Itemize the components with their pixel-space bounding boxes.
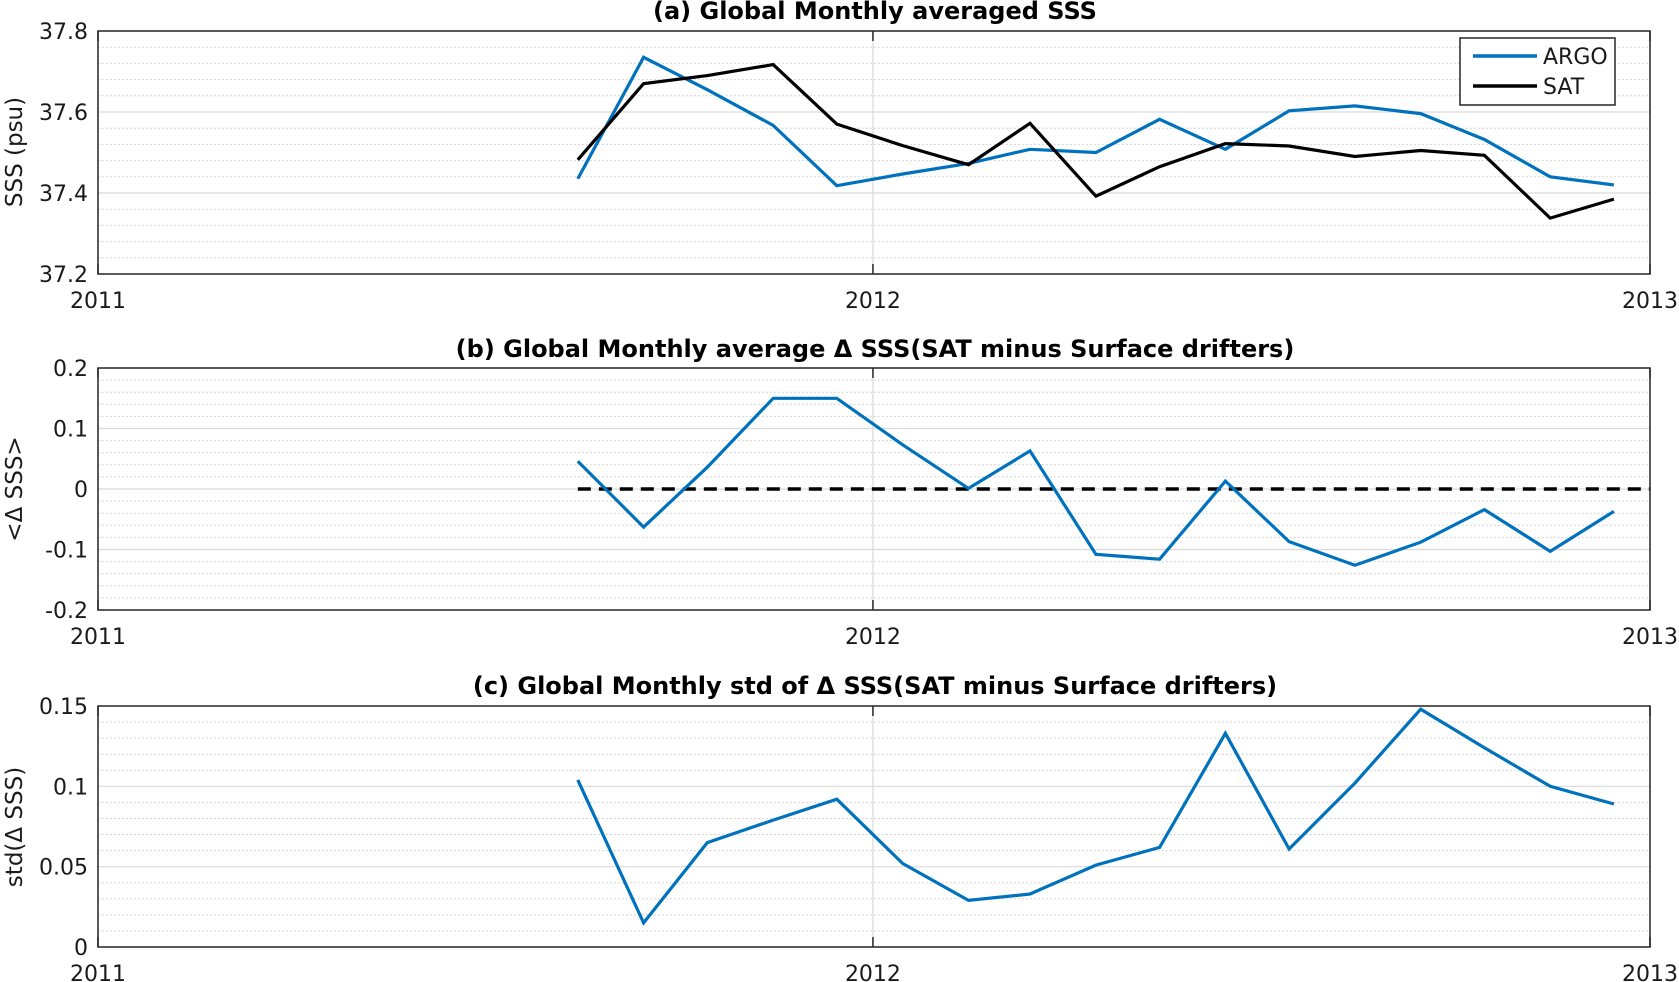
x-tick-label: 2011	[70, 625, 126, 650]
y-tick-label: 37.4	[39, 182, 88, 207]
y-axis-label: std(Δ SSS)	[2, 767, 28, 887]
x-tick-label: 2012	[845, 289, 901, 314]
series-line	[576, 707, 1615, 926]
y-axis-label: SSS (psu)	[2, 97, 28, 207]
y-tick-label: 37.8	[39, 20, 88, 45]
plot-frame	[97, 705, 1651, 948]
y-tick-label: 37.2	[39, 263, 88, 288]
y-axis-label: <Δ SSS>	[2, 436, 28, 541]
chart-title: (c) Global Monthly std of Δ SSS(SAT minu…	[473, 672, 1277, 700]
y-tick-label: 0.2	[53, 357, 88, 382]
x-tick-label: 2013	[1622, 962, 1678, 982]
y-tick-label: 0	[74, 936, 88, 961]
y-tick-label: 0.1	[53, 775, 88, 800]
y-tick-label: 0.15	[39, 695, 88, 720]
y-tick-label: 37.6	[39, 101, 88, 126]
series-line-argo	[576, 55, 1615, 188]
chart-title: (a) Global Monthly averaged SSS	[653, 0, 1097, 25]
panel-c: (c) Global Monthly std of Δ SSS(SAT minu…	[2, 672, 1678, 982]
x-tick-label: 2012	[845, 625, 901, 650]
legend-label-sat: SAT	[1543, 75, 1585, 100]
x-tick-label: 2013	[1622, 625, 1678, 650]
y-tick-label: 0.05	[39, 856, 88, 881]
panel-a: (a) Global Monthly averaged SSS SSS (psu…	[2, 0, 1678, 314]
y-tick-label: -0.2	[45, 599, 88, 624]
y-tick-label: 0.1	[53, 418, 88, 443]
x-tick-label: 2012	[845, 962, 901, 982]
series-line-sat	[576, 62, 1615, 220]
legend: ARGO SAT	[1459, 37, 1616, 106]
legend-box	[1459, 37, 1616, 106]
x-tick-label: 2011	[70, 962, 126, 982]
y-tick-label: 0	[74, 478, 88, 503]
x-tick-label: 2013	[1622, 289, 1678, 314]
x-tick-label: 2011	[70, 289, 126, 314]
plot-frame	[97, 30, 1651, 275]
panel-b: (b) Global Monthly average Δ SSS(SAT min…	[2, 335, 1678, 650]
plot-frame	[97, 367, 1651, 611]
legend-label-argo: ARGO	[1543, 45, 1608, 70]
series-line	[576, 396, 1615, 567]
chart-title: (b) Global Monthly average Δ SSS(SAT min…	[456, 335, 1295, 363]
y-tick-label: -0.1	[45, 539, 88, 564]
